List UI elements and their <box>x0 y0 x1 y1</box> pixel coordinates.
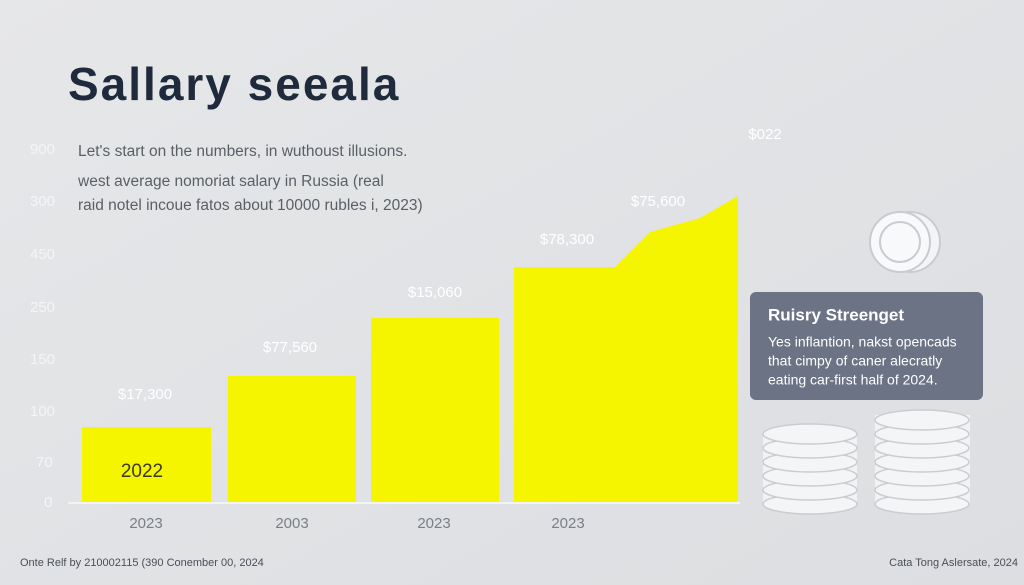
intro-line: raid notel incoue fatos about 10000 rubl… <box>78 197 423 214</box>
x-labels: 2023 2003 2023 2023 <box>129 515 584 532</box>
value-labels: $17,300 $77,560 $15,060 $78,300 $75,600 … <box>118 126 782 482</box>
x-label: 2023 <box>417 515 450 532</box>
bar <box>82 427 211 503</box>
coin-stacks <box>762 409 970 515</box>
axis-label: 300 <box>30 193 55 210</box>
axis-label: 900 <box>30 141 55 158</box>
footer-right: Cata Tong Aslersate, 2024 <box>889 557 1018 569</box>
bar <box>228 376 356 503</box>
callout-box <box>750 292 983 400</box>
intro-line: Let's start on the numbers, in wuthoust … <box>78 143 408 160</box>
axis-label: 70 <box>36 454 53 471</box>
axis-label: 0 <box>44 494 52 511</box>
x-label: 2023 <box>129 515 162 532</box>
bar <box>514 196 738 503</box>
axis-label: 100 <box>30 403 55 420</box>
bar <box>371 318 499 503</box>
value-label: $15,060 <box>408 284 462 301</box>
title: Sallary seeala <box>68 58 400 110</box>
value-label: $78,300 <box>540 231 594 248</box>
value-label: $77,560 <box>263 339 317 356</box>
value-label: $17,300 <box>118 386 172 403</box>
top-label: $022 <box>748 126 781 143</box>
callout-line: eating car-first half of 2024. <box>768 372 938 388</box>
coin <box>874 409 970 431</box>
x-label: 2003 <box>275 515 308 532</box>
callout-line: that cimpy of caner alecratly <box>768 353 942 369</box>
callout-title: Ruisry Streenget <box>768 305 904 324</box>
axis-label: 450 <box>30 246 55 263</box>
axis-label: 250 <box>30 299 55 316</box>
axis-label: 150 <box>30 351 55 368</box>
coin-rim <box>879 221 921 263</box>
coin <box>762 423 858 445</box>
axis-labels: 900 300 450 250 150 100 70 0 <box>30 141 55 511</box>
intro-line: west average nomoriat salary in Russia (… <box>77 173 384 190</box>
intro-text: Let's start on the numbers, in wuthoust … <box>77 143 423 214</box>
callout-line: Yes inflantion, nakst opencads <box>768 334 957 350</box>
footer-left: Onte Relf by 210002115 (390 Conember 00,… <box>20 557 264 569</box>
peak-label: $75,600 <box>631 193 685 210</box>
coin-icon <box>869 211 941 273</box>
bar-inner-label: 2022 <box>121 461 163 482</box>
coin <box>869 211 931 273</box>
callout: Ruisry Streenget Yes inflantion, nakst o… <box>750 292 983 400</box>
x-label: 2023 <box>551 515 584 532</box>
bars <box>82 196 738 503</box>
